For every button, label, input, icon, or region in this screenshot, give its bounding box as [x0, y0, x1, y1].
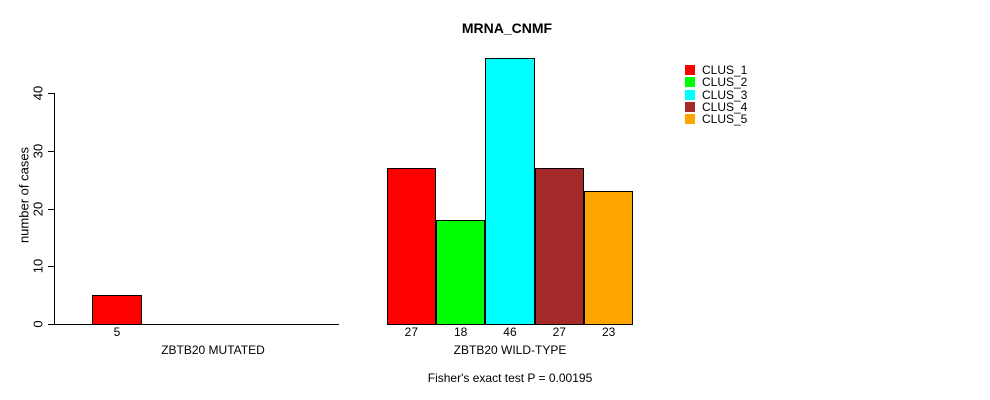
- y-tick-label: 0: [30, 320, 46, 328]
- bar-clus_5-group1: [583, 191, 634, 325]
- y-tick-label: 40: [30, 85, 46, 101]
- x-axis-baseline: [54, 324, 339, 325]
- bar-value-label: 23: [601, 325, 616, 339]
- y-tick-label: 30: [30, 143, 46, 158]
- y-axis-line: [54, 93, 55, 325]
- y-tick: [48, 93, 54, 94]
- bar-value-label: 5: [113, 325, 121, 339]
- bar-value-label: 27: [552, 325, 566, 339]
- x-group-label-wildtype: ZBTB20 WILD-TYPE: [453, 343, 567, 357]
- x-group-label-mutated: ZBTB20 MUTATED: [161, 343, 265, 357]
- fisher-test-subtitle: Fisher's exact test P = 0.00195: [427, 371, 593, 385]
- y-tick: [48, 324, 54, 325]
- bar-value-label: 18: [453, 325, 468, 339]
- y-tick: [48, 150, 54, 152]
- bar-clus_4-group1: [534, 168, 584, 325]
- bar-clus_1-group1: [386, 168, 436, 325]
- bar-clus_3-group1: [485, 58, 535, 325]
- bar-clus_1-group0: [92, 295, 142, 325]
- chart-title: MRNA_CNMF: [461, 20, 553, 36]
- bar-value-label: 27: [404, 325, 419, 339]
- bar-clus_2-group1: [436, 220, 486, 325]
- bar-value-label: 46: [503, 325, 517, 339]
- y-tick-label: 20: [30, 201, 46, 216]
- y-tick-label: 10: [30, 259, 46, 274]
- y-tick: [48, 208, 54, 210]
- y-tick: [48, 266, 54, 268]
